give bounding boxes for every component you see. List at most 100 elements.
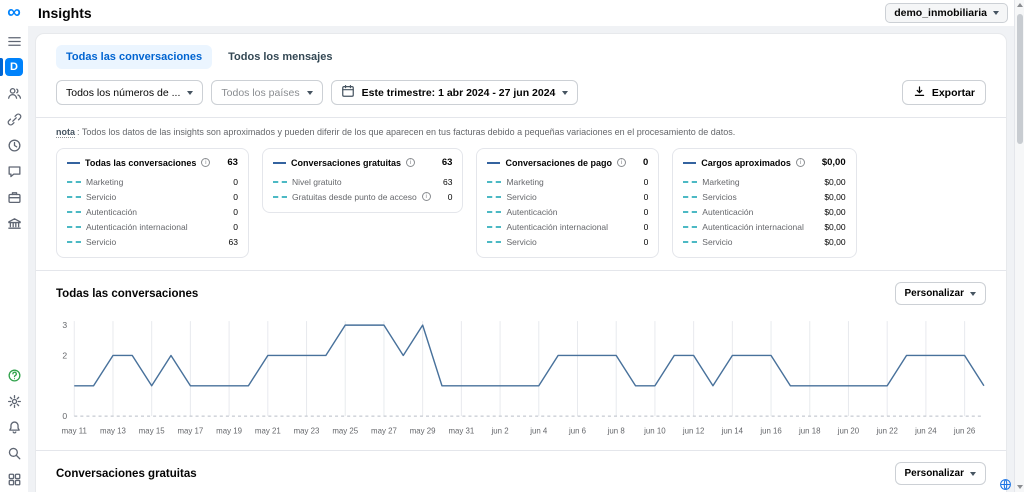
disclaimer-note: nota: Todos los datos de las insights so… bbox=[36, 118, 1006, 144]
stat-row-label: Marketing bbox=[506, 177, 543, 187]
svg-text:may 21: may 21 bbox=[255, 426, 281, 435]
export-button[interactable]: Exportar bbox=[902, 80, 986, 105]
svg-text:may 15: may 15 bbox=[139, 426, 165, 435]
sidebar-item-commerce[interactable] bbox=[0, 210, 28, 236]
phone-numbers-filter-label: Todos los números de ... bbox=[66, 87, 180, 99]
series-line-icon bbox=[487, 162, 500, 164]
sidebar-item-notifications[interactable] bbox=[0, 414, 28, 440]
info-icon[interactable] bbox=[617, 158, 626, 167]
sidebar-item-history[interactable] bbox=[0, 132, 28, 158]
stat-row-value: $0,00 bbox=[812, 222, 845, 232]
svg-text:jun 4: jun 4 bbox=[529, 426, 548, 435]
stat-row-value: 0 bbox=[632, 177, 649, 187]
sidebar-item-menu[interactable] bbox=[0, 28, 28, 54]
filter-bar: Todos los números de ... Todos los paíse… bbox=[36, 78, 1006, 117]
scroll-up-arrow[interactable] bbox=[1015, 0, 1024, 10]
sidebar-item-chat[interactable] bbox=[0, 158, 28, 184]
svg-text:may 29: may 29 bbox=[410, 426, 436, 435]
sidebar-item-briefcase[interactable] bbox=[0, 184, 28, 210]
section-free-conversations: Conversaciones gratuitas Personalizar bbox=[36, 450, 1006, 491]
stat-card-title: Conversaciones gratuitas bbox=[291, 158, 401, 168]
sidebar-item-link[interactable] bbox=[0, 106, 28, 132]
stat-cards-row: Todas las conversaciones 63 Marketing 0 Serv… bbox=[36, 144, 1006, 270]
stat-row: Nivel gratuito63 bbox=[273, 174, 452, 189]
sidebar-item-apps[interactable] bbox=[0, 466, 28, 492]
info-icon[interactable] bbox=[201, 158, 210, 167]
help-icon bbox=[7, 368, 22, 383]
left-sidebar: D bbox=[0, 26, 28, 492]
countries-filter[interactable]: Todos los países bbox=[211, 80, 322, 105]
sidebar-item-avatar[interactable]: D bbox=[0, 54, 28, 80]
series-dashed-line-icon bbox=[683, 241, 697, 243]
stat-row: Servicio0 bbox=[67, 189, 238, 204]
svg-text:3: 3 bbox=[62, 320, 67, 330]
stat-row-value: 0 bbox=[632, 237, 649, 247]
chevron-down-icon bbox=[307, 91, 313, 95]
personalize-button[interactable]: Personalizar bbox=[895, 462, 986, 485]
sidebar-item-contacts[interactable] bbox=[0, 80, 28, 106]
stat-row-value: 0 bbox=[632, 207, 649, 217]
tab-all-conversations[interactable]: Todas las conversaciones bbox=[56, 45, 212, 69]
svg-text:0: 0 bbox=[62, 411, 67, 421]
svg-text:may 19: may 19 bbox=[216, 426, 242, 435]
svg-text:jun 6: jun 6 bbox=[568, 426, 587, 435]
stat-row: Marketing0 bbox=[67, 174, 238, 189]
svg-text:jun 18: jun 18 bbox=[798, 426, 821, 435]
info-icon[interactable] bbox=[796, 158, 805, 167]
series-line-icon bbox=[683, 162, 696, 164]
personalize-button-label: Personalizar bbox=[905, 288, 964, 299]
sidebar-item-settings[interactable] bbox=[0, 388, 28, 414]
scroll-down-arrow[interactable] bbox=[1015, 482, 1024, 492]
business-avatar: D bbox=[5, 58, 23, 76]
stat-card: Todas las conversaciones63Marketing0Serv… bbox=[56, 148, 249, 258]
account-selector[interactable]: demo_inmobiliaria bbox=[885, 3, 1008, 23]
stat-row-value: $0,00 bbox=[812, 177, 845, 187]
svg-text:jun 12: jun 12 bbox=[682, 426, 704, 435]
stat-row: Autenticación$0,00 bbox=[683, 204, 845, 219]
stat-card-title: Conversaciones de pago bbox=[505, 158, 612, 168]
sidebar-item-help[interactable] bbox=[0, 362, 28, 388]
info-icon[interactable] bbox=[406, 158, 415, 167]
vertical-scrollbar[interactable] bbox=[1014, 0, 1024, 492]
phone-numbers-filter[interactable]: Todos los números de ... bbox=[56, 80, 203, 105]
stat-row-label: Marketing bbox=[702, 177, 739, 187]
stat-card-title: Todas las conversaciones bbox=[85, 158, 196, 168]
chevron-down-icon bbox=[187, 91, 193, 95]
stat-row: Autenticación0 bbox=[67, 204, 238, 219]
svg-text:2: 2 bbox=[62, 350, 67, 360]
scrollbar-thumb[interactable] bbox=[1017, 14, 1023, 144]
stat-row-label: Autenticación internacional bbox=[506, 222, 608, 232]
stat-row-value: $0,00 bbox=[812, 207, 845, 217]
top-header: Insights demo_inmobiliaria bbox=[0, 0, 1014, 26]
stat-row-value: 0 bbox=[221, 222, 238, 232]
stat-row-label: Marketing bbox=[86, 177, 123, 187]
series-dashed-line-icon bbox=[487, 226, 501, 228]
notifications-icon bbox=[7, 420, 22, 435]
stat-row-label: Servicio bbox=[702, 237, 732, 247]
briefcase-icon bbox=[7, 190, 22, 205]
chevron-down-icon bbox=[970, 292, 976, 296]
svg-text:jun 16: jun 16 bbox=[759, 426, 782, 435]
svg-text:jun 22: jun 22 bbox=[875, 426, 897, 435]
section-title: Conversaciones gratuitas bbox=[56, 468, 197, 480]
stat-row: Autenticación internacional0 bbox=[67, 219, 238, 234]
personalize-button-label: Personalizar bbox=[905, 468, 964, 479]
svg-text:jun 2: jun 2 bbox=[491, 426, 509, 435]
sidebar-item-search[interactable] bbox=[0, 440, 28, 466]
meta-logo-icon bbox=[0, 0, 28, 26]
stat-card-value: 63 bbox=[430, 157, 453, 168]
stat-row: Marketing 0 bbox=[487, 174, 648, 189]
stat-row: Autenticación internacional$0,00 bbox=[683, 219, 845, 234]
date-range-filter[interactable]: Este trimestre: 1 abr 2024 - 27 jun 2024 bbox=[331, 80, 579, 105]
svg-text:jun 14: jun 14 bbox=[721, 426, 744, 435]
tab-all-messages[interactable]: Todos los mensajes bbox=[218, 45, 342, 69]
globe-icon[interactable] bbox=[999, 478, 1012, 491]
conversations-line-chart: 023may 11may 13may 15may 17may 19may 21m… bbox=[36, 311, 1006, 450]
download-icon bbox=[913, 85, 926, 101]
series-dashed-line-icon bbox=[683, 181, 697, 183]
info-icon[interactable] bbox=[422, 192, 431, 201]
personalize-button[interactable]: Personalizar bbox=[895, 282, 986, 305]
stat-row-label: Gratuitas desde punto de acceso bbox=[292, 192, 417, 202]
stat-row-value: $0,00 bbox=[812, 237, 845, 247]
note-text: : Todos los datos de las insights son ap… bbox=[77, 127, 735, 137]
